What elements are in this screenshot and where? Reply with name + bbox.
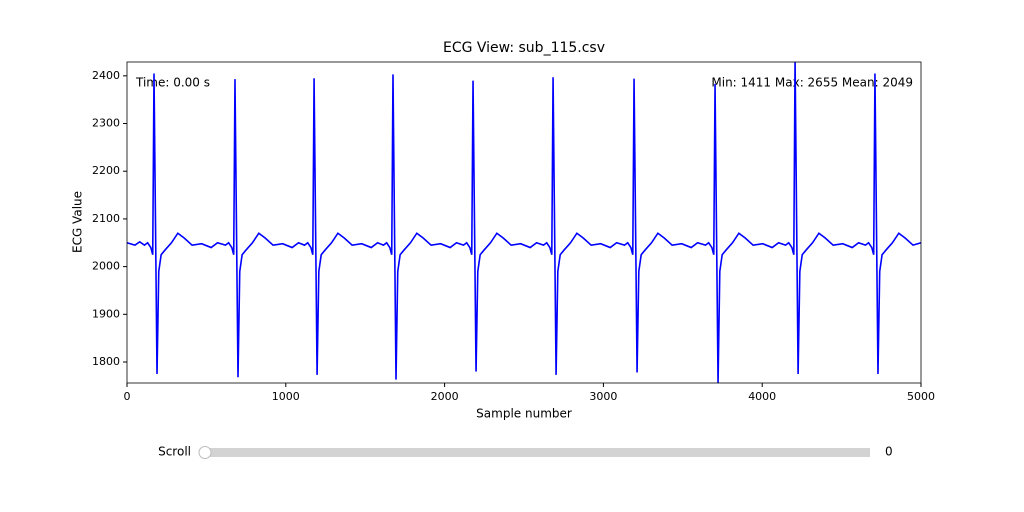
x-tick-label: 1000 xyxy=(272,390,300,403)
x-tick-label: 3000 xyxy=(589,390,617,403)
time-annotation: Time: 0.00 s xyxy=(135,76,210,90)
y-tick-label: 2200 xyxy=(92,164,120,177)
y-tick-label: 2300 xyxy=(92,117,120,130)
y-tick-label: 2400 xyxy=(92,69,120,82)
x-tick-label: 4000 xyxy=(748,390,776,403)
x-axis-label: Sample number xyxy=(476,407,572,421)
stats-annotation: Min: 1411 Max: 2655 Mean: 2049 xyxy=(711,76,913,90)
slider-handle[interactable] xyxy=(198,446,212,459)
y-tick-label: 1800 xyxy=(92,355,120,368)
y-axis-label: ECG Value xyxy=(71,191,85,253)
slider-label: Scroll xyxy=(158,445,191,459)
chart-title: ECG View: sub_115.csv xyxy=(443,40,605,56)
y-tick-label: 2100 xyxy=(92,212,120,225)
ecg-line xyxy=(127,62,921,383)
slider-track[interactable] xyxy=(205,448,870,457)
x-tick-label: 0 xyxy=(124,390,131,403)
x-tick-label: 5000 xyxy=(907,390,935,403)
y-tick-label: 2000 xyxy=(92,260,120,273)
slider-value: 0 xyxy=(885,445,893,459)
plot-frame xyxy=(126,61,922,384)
x-tick-label: 2000 xyxy=(431,390,459,403)
y-tick-label: 1900 xyxy=(92,307,120,320)
